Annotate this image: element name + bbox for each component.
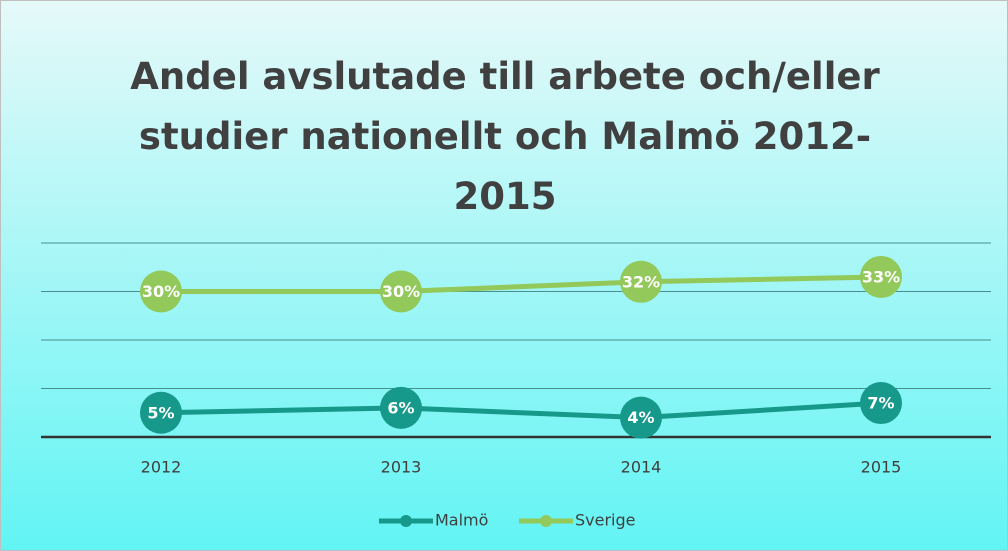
marker (860, 255, 902, 298)
marker (620, 396, 662, 439)
series-line (161, 274, 882, 294)
marker (140, 270, 182, 313)
marker (140, 391, 182, 434)
data-label: 7% (867, 394, 894, 413)
data-label: 30% (382, 282, 420, 301)
data-label: 6% (387, 398, 414, 417)
chart-title: Andel avslutade till arbete och/eller st… (130, 55, 880, 218)
x-tick-label: 2015 (861, 458, 902, 477)
series-line (160, 400, 882, 421)
legend-marker (540, 515, 552, 527)
marker (380, 270, 422, 313)
data-label: 4% (627, 408, 654, 427)
x-tick-label: 2012 (141, 458, 182, 477)
x-tick-label: 2014 (621, 458, 662, 477)
marker (380, 386, 422, 429)
marker (620, 260, 662, 303)
legend-label: Sverige (575, 511, 636, 530)
data-label: 32% (622, 272, 660, 291)
x-tick-label: 2013 (381, 458, 422, 477)
data-label: 5% (147, 403, 174, 422)
data-label: 30% (142, 282, 180, 301)
legend-marker (400, 515, 412, 527)
legend-label: Malmö (435, 511, 488, 530)
marker (860, 382, 902, 425)
data-label: 33% (862, 267, 900, 286)
